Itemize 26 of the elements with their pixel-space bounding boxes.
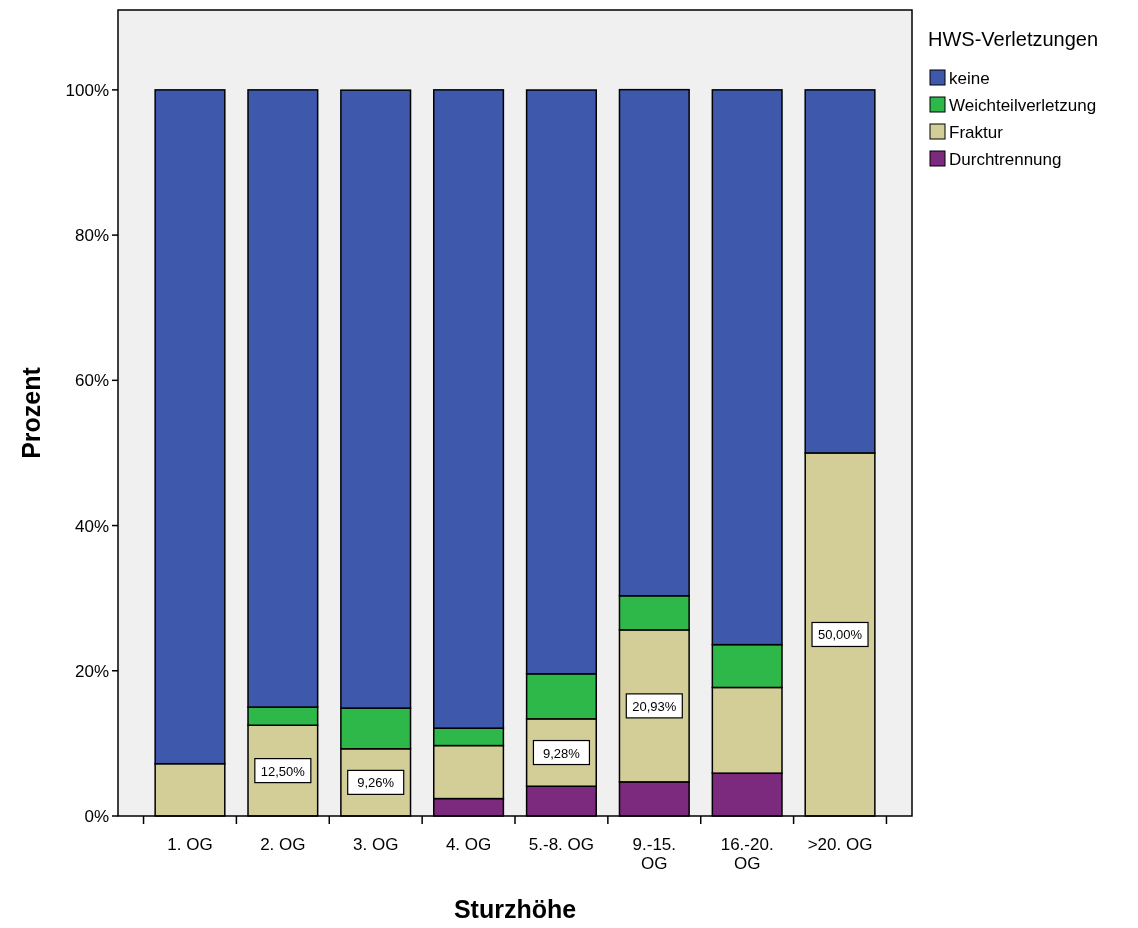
- legend-label: keine: [949, 69, 990, 88]
- data-label: 50,00%: [817, 627, 863, 643]
- data-label: 20,93%: [632, 698, 677, 714]
- y-tick-label: 20%: [74, 661, 109, 681]
- x-tick-label: 16.-20. OG: [720, 835, 774, 873]
- y-tick-label: 40%: [74, 516, 109, 536]
- legend-label: Weichteilverletzung: [949, 96, 1097, 115]
- legend-label: Fraktur: [949, 123, 1004, 142]
- y-tick-label: 60%: [74, 371, 109, 391]
- x-tick-label: 9.-15. OG: [632, 835, 677, 873]
- x-tick-label: 2. OG: [260, 835, 306, 854]
- y-tick-label: 0%: [84, 807, 109, 826]
- x-tick-label: 3. OG: [353, 835, 399, 854]
- legend-label: Durchtrennung: [949, 150, 1062, 169]
- y-tick-label: 100%: [65, 80, 109, 100]
- legend-title: HWS-Verletzungen: [928, 28, 1099, 50]
- x-tick-label: 1. OG: [167, 835, 213, 854]
- x-tick-label: 5.-8. OG: [528, 835, 595, 854]
- x-tick-label: >20. OG: [807, 835, 873, 854]
- data-label: 9,26%: [357, 775, 395, 791]
- x-tick-label: 4. OG: [445, 835, 492, 854]
- x-axis-title: Sturzhöhe: [453, 895, 577, 923]
- data-label: 12,50%: [260, 763, 306, 779]
- y-tick-label: 80%: [74, 226, 109, 246]
- data-label: 9,28%: [543, 745, 581, 761]
- y-axis-title: Prozent: [17, 366, 45, 459]
